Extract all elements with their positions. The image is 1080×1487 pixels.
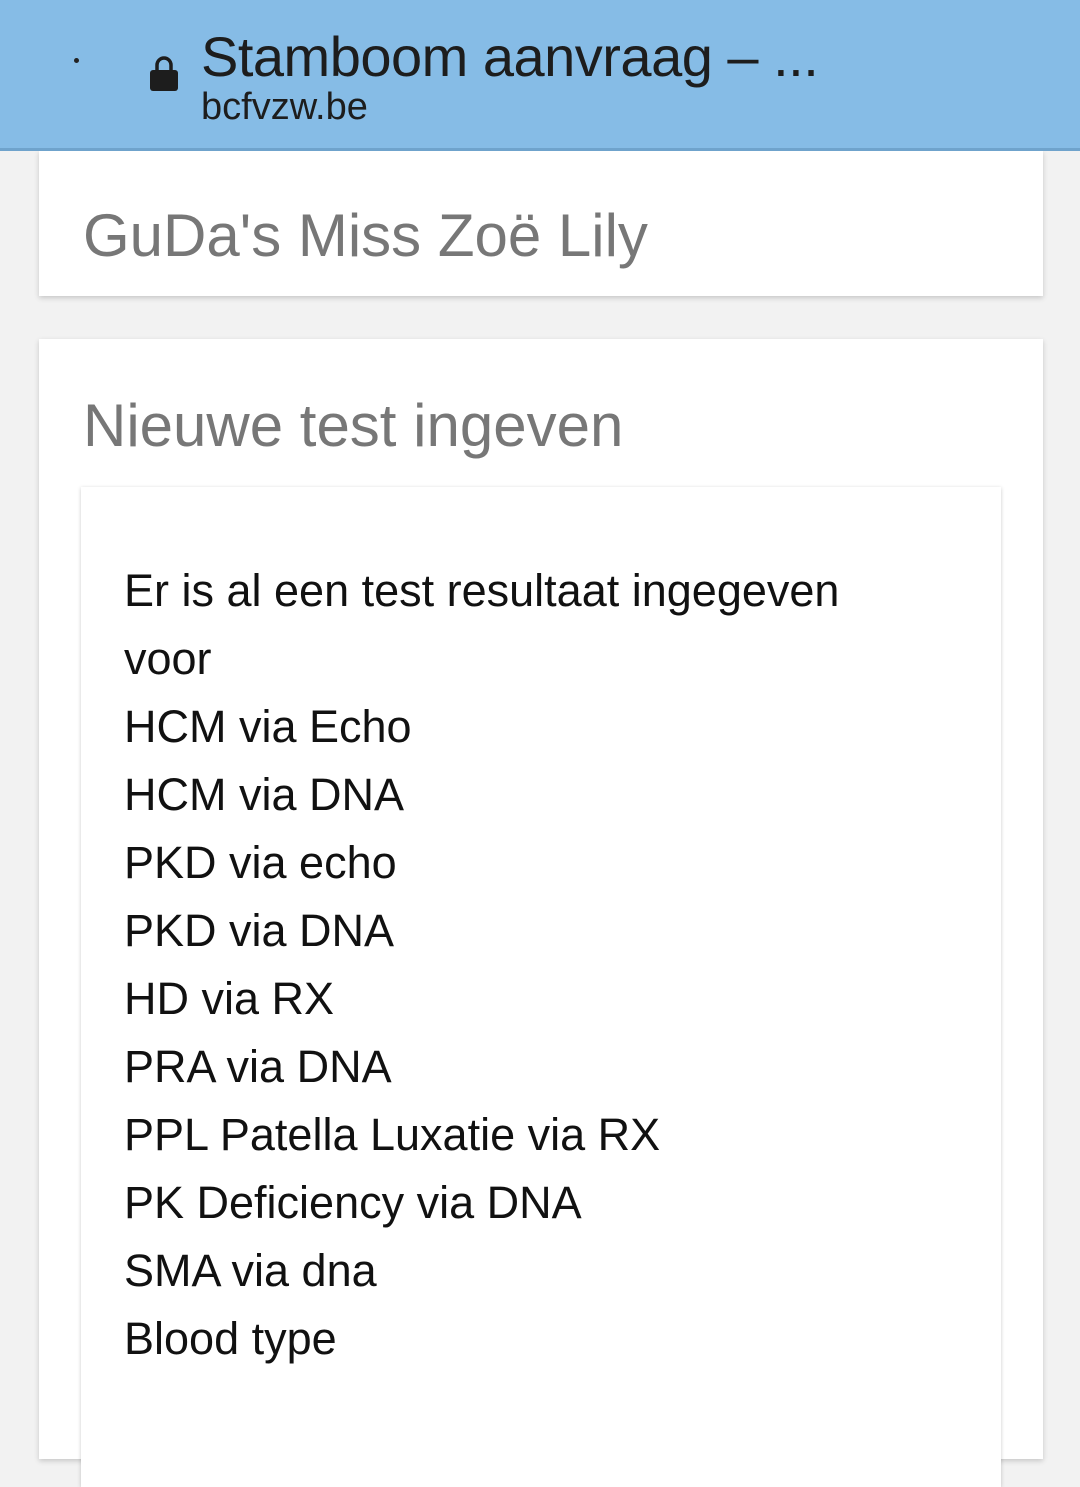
existing-tests-message: Er is al een test resultaat ingegeven vo… — [124, 557, 924, 1373]
section-heading: Nieuwe test ingeven — [83, 392, 624, 459]
test-item: PKD via echo — [124, 837, 397, 888]
test-item: PPL Patella Luxatie via RX — [124, 1109, 661, 1160]
test-item: HCM via DNA — [124, 769, 405, 820]
lock-icon — [150, 56, 178, 91]
back-icon[interactable] — [74, 58, 79, 63]
dog-name: GuDa's Miss Zoë Lily — [83, 202, 648, 269]
message-text: voor — [124, 633, 212, 684]
message-panel: Er is al een test resultaat ingegeven vo… — [81, 487, 1001, 1487]
message-text: Er is al een test resultaat ingegeven — [124, 565, 840, 616]
test-item: PRA via DNA — [124, 1041, 392, 1092]
new-test-card: Nieuwe test ingeven Er is al een test re… — [39, 339, 1043, 1487]
page-url[interactable]: bcfvzw.be — [201, 86, 368, 128]
test-item: HCM via Echo — [124, 701, 412, 752]
dog-name-card: GuDa's Miss Zoë Lily — [39, 151, 1043, 296]
test-item: SMA via dna — [124, 1245, 377, 1296]
page-title[interactable]: Stamboom aanvraag – ... — [201, 25, 819, 88]
test-item: PK Deficiency via DNA — [124, 1177, 582, 1228]
test-item: HD via RX — [124, 973, 335, 1024]
browser-toolbar: Stamboom aanvraag – ... bcfvzw.be — [0, 0, 1080, 151]
test-item: PKD via DNA — [124, 905, 395, 956]
test-item: Blood type — [124, 1313, 337, 1364]
